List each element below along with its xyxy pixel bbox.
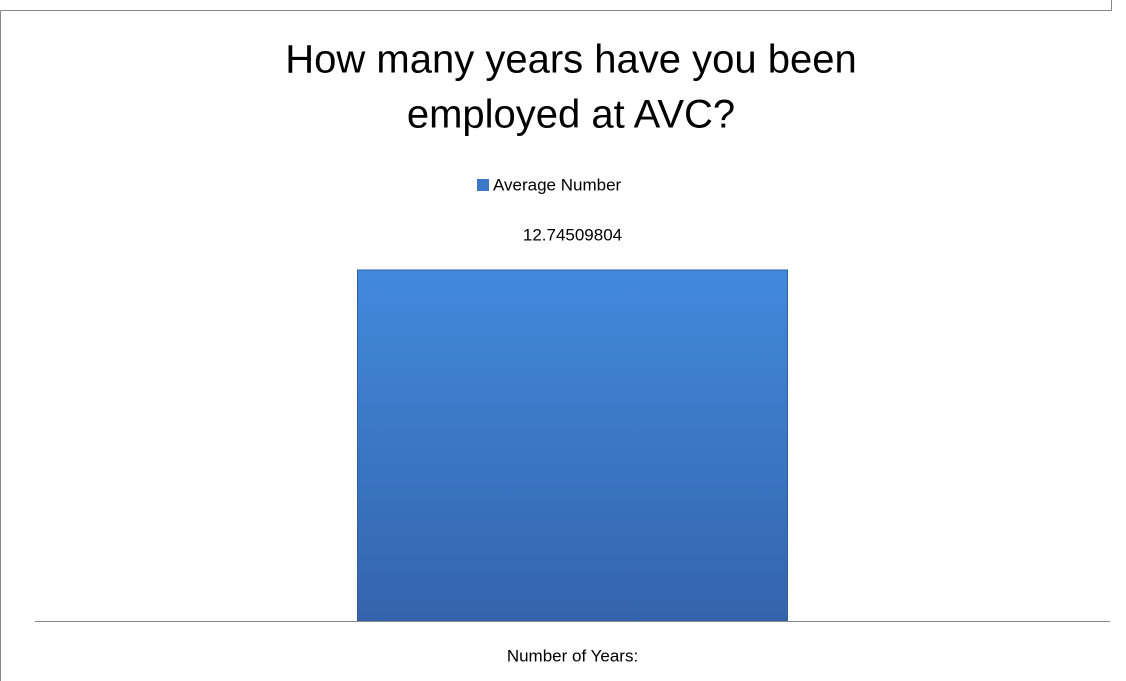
- chart-title: employed at AVC?: [407, 93, 735, 137]
- legend-label: Average Number: [493, 175, 622, 194]
- data-label: 12.74509804: [523, 225, 622, 244]
- x-tick-label: Number of Years:: [507, 646, 638, 665]
- legend-swatch: [477, 179, 489, 191]
- chart-title: How many years have you been: [285, 38, 856, 82]
- bar: [357, 269, 788, 622]
